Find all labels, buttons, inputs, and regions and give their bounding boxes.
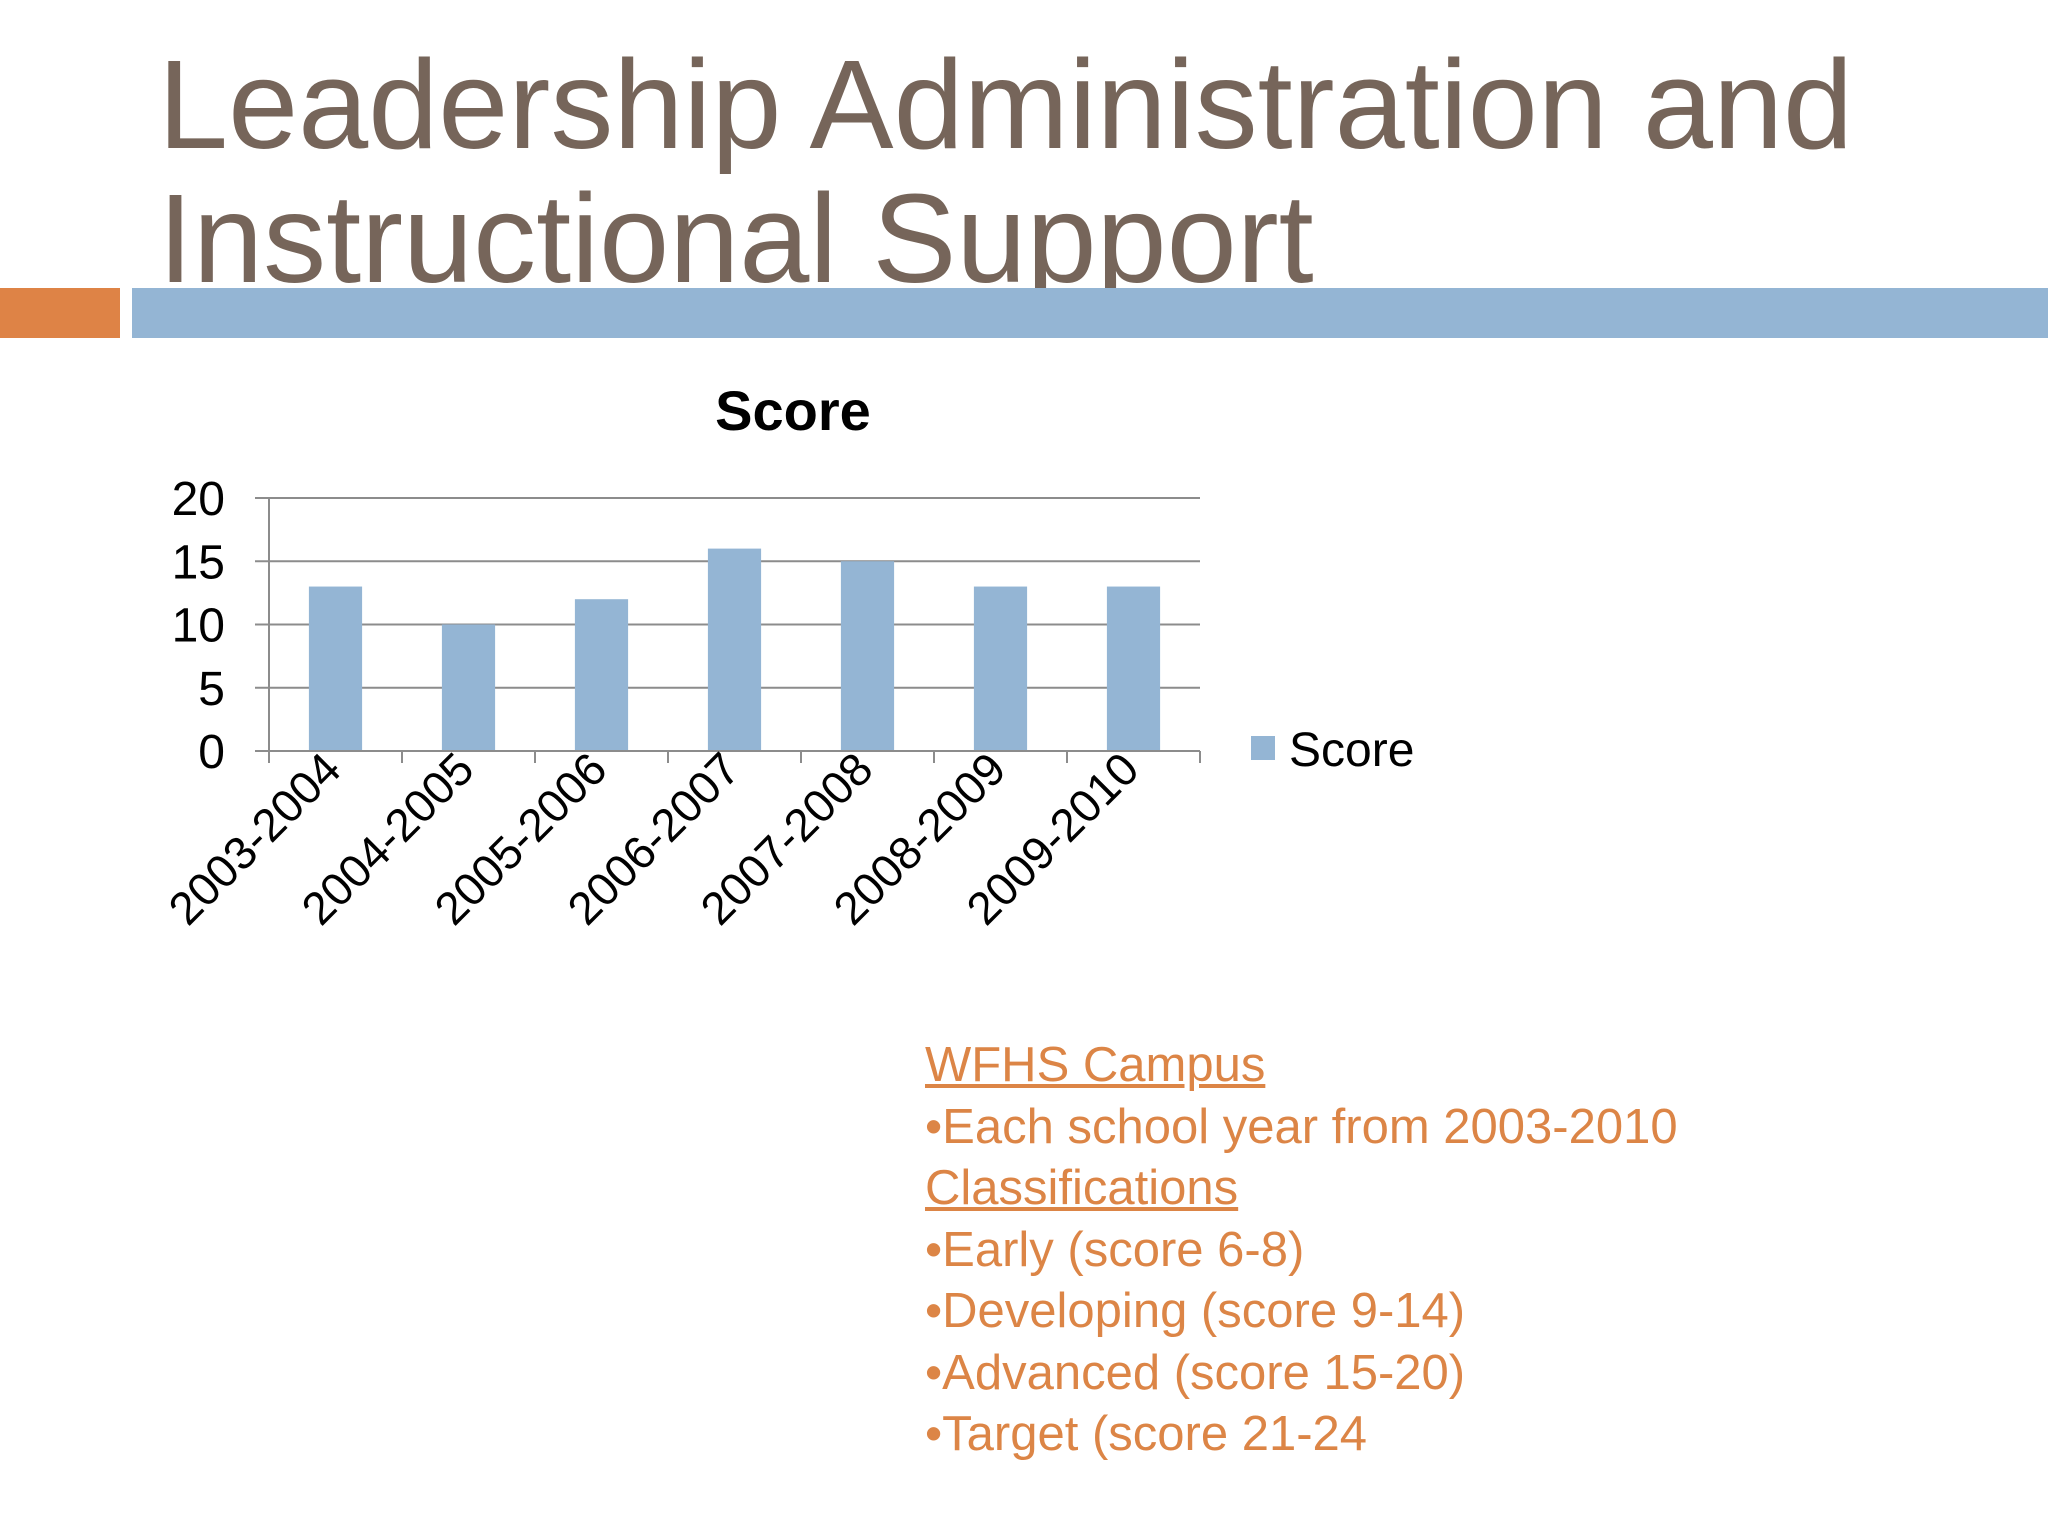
score-bar-chart: Score 0 5 10 15 20 2003-20042004-20052005-20… — [158, 379, 1414, 935]
classification-item-early: •Early (score 6-8) — [925, 1222, 1305, 1277]
x-axis-tick-labels: 2003-20042004-20052005-20062006-20072007… — [158, 742, 1148, 934]
bar — [574, 599, 629, 751]
chart-axes — [255, 497, 1201, 763]
notes-item-school-years: •Each school year from 2003-2010 — [925, 1099, 1678, 1154]
y-tick-label: 10 — [172, 600, 225, 653]
classification-item-target: •Target (score 21-24 — [925, 1407, 1368, 1461]
notes-heading-campus: WFHS Campus — [925, 1038, 1266, 1092]
classification-item-advanced: •Advanced (score 15-20) — [925, 1345, 1466, 1400]
notes-panel: WFHS Campus •Each school year from 2003-… — [925, 1035, 1678, 1466]
accent-bar-orange — [0, 288, 120, 338]
y-axis-tick-labels: 0 5 10 15 20 — [172, 473, 225, 779]
title-line-2: Instructional Support — [158, 168, 1314, 309]
title-line-1: Leadership Administration and — [158, 34, 1854, 175]
chart-title: Score — [715, 379, 871, 442]
y-tick-label: 0 — [198, 726, 225, 779]
y-tick-label: 5 — [198, 663, 225, 716]
notes-heading-classifications: Classifications — [925, 1161, 1239, 1215]
y-tick-label: 20 — [172, 473, 225, 526]
legend-swatch — [1251, 736, 1275, 760]
accent-bar-blue — [132, 288, 2048, 338]
y-tick-label: 15 — [172, 536, 225, 589]
slide-title: Leadership Administration and Instructio… — [158, 38, 1958, 306]
bar — [840, 561, 895, 751]
bar — [973, 586, 1028, 751]
legend-label: Score — [1289, 724, 1414, 777]
bar — [1106, 586, 1161, 751]
bar — [441, 624, 496, 751]
bar — [707, 548, 762, 751]
bar — [308, 586, 363, 751]
chart-bars — [308, 548, 1161, 751]
chart-legend: Score — [1251, 724, 1414, 777]
classification-item-developing: •Developing (score 9-14) — [925, 1284, 1466, 1338]
